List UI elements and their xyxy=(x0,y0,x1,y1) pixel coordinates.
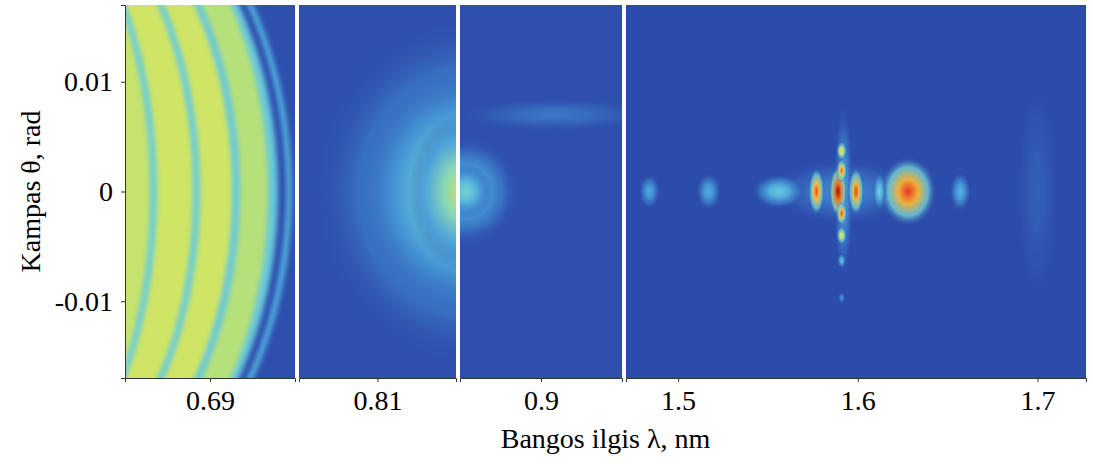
fringe xyxy=(125,5,286,378)
spot xyxy=(879,156,937,226)
panel-plot xyxy=(125,5,295,378)
y-tick-mark xyxy=(121,82,125,83)
x-axis-title: Bangos ilgis λ, nm xyxy=(501,423,711,454)
spot xyxy=(836,226,847,246)
fringe xyxy=(125,5,232,378)
y-tick-label: 0 xyxy=(99,176,113,207)
y-tick-label: 0.01 xyxy=(64,66,113,97)
x-tick: 1.7 xyxy=(1020,378,1055,416)
y-axis-title: Kampas θ, rad xyxy=(15,111,46,273)
fringe xyxy=(125,5,157,378)
fringe xyxy=(125,5,240,378)
panel-background xyxy=(626,5,1086,378)
y-tick-mark xyxy=(121,192,125,193)
spot xyxy=(312,16,456,367)
x-tick-label: 1.5 xyxy=(661,385,696,416)
x-axis: 0.69 xyxy=(126,378,296,416)
x-axis-line xyxy=(300,379,457,383)
x-axis-line xyxy=(627,379,1087,383)
x-tick-mark xyxy=(1037,378,1038,382)
x-axis: 0.9 xyxy=(461,378,623,416)
y-tick-label: -0.01 xyxy=(55,286,113,317)
y-tick-mark xyxy=(121,301,125,302)
fringe xyxy=(125,5,292,378)
x-tick: 0.69 xyxy=(186,378,235,416)
x-axis: 0.81 xyxy=(300,378,457,416)
chart: 0.69 0.81 0.9 1.5 1.6 1.7 0.01 0 -0.01 Bangos ilg… xyxy=(0,0,1093,464)
panel-plot xyxy=(626,5,1086,378)
x-tick-mark xyxy=(378,378,379,382)
spot xyxy=(359,71,456,312)
x-tick: 1.5 xyxy=(661,378,696,416)
panel-plot xyxy=(460,5,622,378)
spot xyxy=(836,201,847,225)
x-axis-line xyxy=(126,379,296,383)
spot xyxy=(460,164,492,219)
spot xyxy=(872,172,886,211)
y-tick: 0.01 xyxy=(64,66,125,97)
x-tick-mark xyxy=(858,378,859,382)
spot xyxy=(1016,82,1059,301)
x-axis: 1.5 1.6 1.7 xyxy=(627,378,1087,416)
fringe xyxy=(125,5,268,378)
fringe xyxy=(125,5,150,378)
spot xyxy=(838,292,845,303)
spot xyxy=(639,174,661,209)
spot xyxy=(836,141,847,161)
spot xyxy=(696,173,721,210)
y-tick: 0 xyxy=(99,176,125,207)
spot xyxy=(836,159,847,183)
x-tick-label: 0.9 xyxy=(524,385,559,416)
x-tick-label: 0.69 xyxy=(186,385,235,416)
x-tick-label: 0.81 xyxy=(354,385,403,416)
x-tick-label: 1.6 xyxy=(841,385,876,416)
spot xyxy=(409,115,456,269)
spot xyxy=(848,167,864,215)
spot xyxy=(460,137,519,247)
spot xyxy=(837,253,846,268)
spot xyxy=(460,98,622,131)
x-tick-mark xyxy=(210,378,211,382)
y-axis-line xyxy=(121,6,126,379)
y-axis: 0.01 0 -0.01 xyxy=(55,6,126,379)
fringe xyxy=(125,5,200,378)
x-axis-line xyxy=(461,379,623,383)
x-tick: 0.81 xyxy=(354,378,403,416)
spot xyxy=(949,172,971,211)
x-tick-mark xyxy=(678,378,679,382)
fringe xyxy=(125,5,278,378)
y-tick: -0.01 xyxy=(55,286,125,317)
panel-plot xyxy=(299,5,456,378)
fringe xyxy=(125,5,193,378)
x-tick: 1.6 xyxy=(841,378,876,416)
x-tick: 0.9 xyxy=(524,378,559,416)
x-tick-label: 1.7 xyxy=(1020,385,1055,416)
spot xyxy=(808,167,824,215)
x-tick-mark xyxy=(541,378,542,382)
spot xyxy=(752,174,806,209)
